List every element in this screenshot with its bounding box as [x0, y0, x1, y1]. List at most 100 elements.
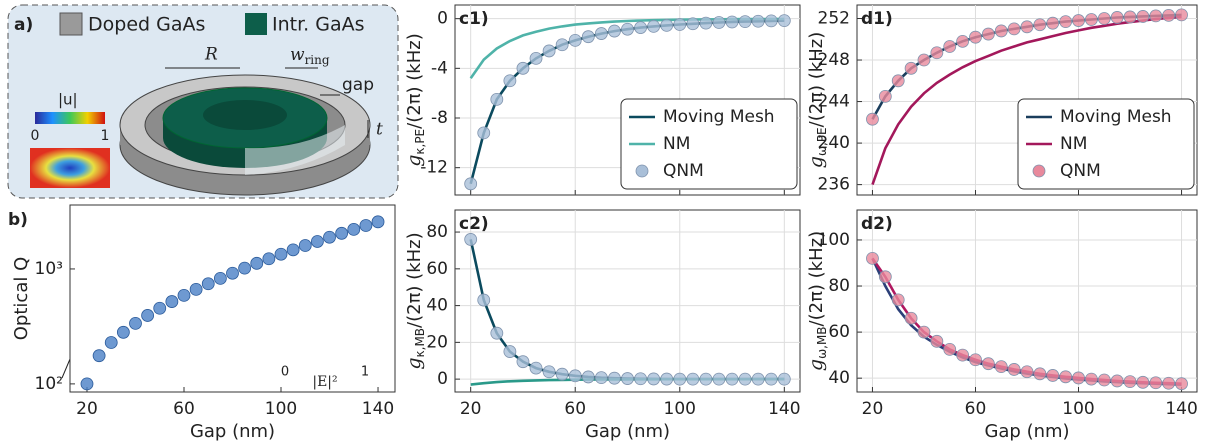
- data-point: [141, 309, 155, 322]
- panel-label: a): [14, 15, 33, 35]
- x-tick-label: 20: [76, 399, 98, 419]
- data-point: [764, 372, 778, 386]
- data-point: [1110, 374, 1124, 388]
- data-point: [213, 271, 227, 285]
- data-point: [594, 27, 608, 40]
- y-tick-label: 248: [818, 50, 850, 70]
- x-tick-label: 140: [362, 399, 394, 419]
- dimension-label: R: [204, 45, 218, 65]
- y-tick-label: 0: [437, 9, 448, 29]
- dimension-label: t: [376, 120, 383, 140]
- dimension-label: w: [290, 45, 305, 65]
- y-axis-label-part: Optical Q: [11, 257, 32, 340]
- y-axis-label-part: κ,PE: [413, 129, 427, 155]
- legend-text: Doped GaAs: [88, 14, 205, 36]
- data-point: [994, 24, 1008, 38]
- y-tick-label: 60: [828, 322, 850, 342]
- data-point: [92, 349, 106, 363]
- chart: 20 60 100 140 40 60 80 100 d2) gω,MB/(2π) (kHz) Ga…: [805, 209, 1198, 441]
- y-tick-label: 100: [818, 230, 850, 250]
- data-point: [777, 372, 791, 386]
- data-point: [238, 261, 252, 275]
- x-tick-label: 100: [1062, 399, 1094, 419]
- y-axis-label-part: g: [805, 156, 827, 168]
- data-point: [1084, 372, 1098, 386]
- panel-label: c1): [459, 9, 489, 29]
- data-point: [516, 61, 530, 75]
- data-point: [1020, 20, 1034, 34]
- data-point: [80, 377, 94, 391]
- data-point: [930, 334, 944, 348]
- y-tick-label: 40: [426, 296, 448, 316]
- data-point: [1097, 12, 1111, 25]
- colorbar: [35, 112, 105, 124]
- schematic: a) Doped GaAs Intr. GaAs |u| 0 1 R wring…: [7, 4, 399, 199]
- data-point: [878, 89, 892, 103]
- data-point: [298, 239, 312, 252]
- data-point: [660, 18, 674, 32]
- y-tick-label: -12: [420, 158, 448, 178]
- legend-frame: [620, 98, 798, 190]
- data-point: [608, 24, 621, 38]
- data-point: [660, 372, 674, 386]
- chart: 236 240 244 248 252 d1) gω,PE/(2π) (kHz) Moving…: [805, 4, 1198, 196]
- legend-text: NM: [663, 134, 690, 154]
- data-point: [1007, 22, 1021, 36]
- data-point: [335, 226, 349, 240]
- data-point: [177, 288, 191, 302]
- data-point: [917, 325, 931, 339]
- data-point: [930, 46, 944, 60]
- data-point: [712, 16, 726, 29]
- y-axis-label: Optical Q: [11, 257, 32, 340]
- data-point: [516, 355, 530, 369]
- data-point: [1123, 10, 1137, 24]
- y-tick-label: 10³: [35, 259, 63, 279]
- y-tick-label: 80: [828, 276, 850, 296]
- legend-text: Moving Mesh: [663, 107, 775, 127]
- legend-text: Intr. GaAs: [272, 14, 365, 36]
- data-point: [738, 372, 752, 386]
- data-point: [1046, 369, 1060, 382]
- data-point: [1084, 13, 1098, 26]
- data-point: [262, 252, 276, 266]
- data-point: [310, 235, 324, 248]
- data-point: [725, 372, 739, 386]
- data-point: [477, 126, 491, 140]
- y-axis-label-part: g: [403, 155, 425, 167]
- data-point: [647, 19, 661, 33]
- legend-text: QNM: [1060, 161, 1101, 181]
- y-tick-label: 244: [818, 92, 850, 112]
- legend-swatch: [635, 164, 649, 178]
- data-point: [490, 92, 504, 106]
- panel-label: b): [8, 210, 28, 230]
- data-point: [994, 360, 1008, 374]
- data-point: [866, 112, 879, 126]
- y-axis-label: gω,PE/(2π) (kHz): [805, 32, 829, 168]
- legend-swatch: [59, 12, 83, 36]
- data-point: [878, 270, 892, 284]
- colorbar-title: |u|: [58, 91, 78, 109]
- x-axis-label: Gap (nm): [585, 421, 670, 441]
- panel-label: c2): [459, 214, 489, 234]
- legend-swatch: [1032, 164, 1046, 178]
- data-point: [129, 316, 142, 330]
- annotation: |E|²: [312, 374, 337, 390]
- x-axis-label: Gap (nm): [190, 421, 275, 441]
- data-point: [917, 53, 931, 67]
- data-point: [529, 51, 543, 65]
- data-point: [1007, 363, 1021, 376]
- data-point: [464, 233, 478, 246]
- data-point: [686, 17, 700, 31]
- data-point: [621, 372, 634, 385]
- data-point: [891, 293, 905, 307]
- colorbar-tick: 0: [31, 128, 40, 144]
- data-point: [1149, 9, 1163, 23]
- data-point: [1175, 377, 1188, 391]
- y-axis-label-part: /(2π) (kHz): [404, 33, 425, 129]
- data-point: [969, 30, 982, 44]
- x-tick-label: 140: [1165, 399, 1197, 419]
- data-point: [555, 367, 569, 381]
- data-point: [943, 40, 957, 53]
- data-point: [712, 372, 726, 386]
- data-point: [647, 372, 661, 386]
